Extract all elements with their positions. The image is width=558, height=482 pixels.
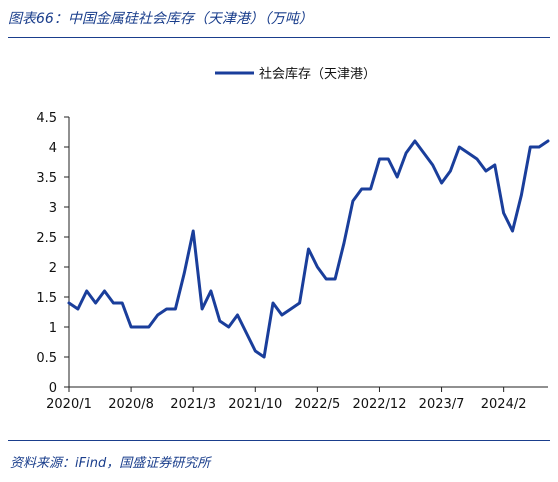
title-rule <box>8 37 550 38</box>
source-note: 资料来源：iFind，国盛证券研究所 <box>10 456 211 471</box>
y-tick-label: 3 <box>49 201 57 216</box>
y-tick-label: 1.5 <box>36 291 57 306</box>
x-tick-label: 2024/2 <box>481 397 527 412</box>
y-axis: 0 0.5 1 1.5 2 2.5 3 3.5 4 4.5 <box>36 111 70 396</box>
x-tick-label: 2022/5 <box>294 397 340 412</box>
x-tick-label: 2022/12 <box>352 397 406 412</box>
x-tick-label: 2023/7 <box>419 397 465 412</box>
y-tick-label: 4 <box>49 141 57 156</box>
y-tick-label: 4.5 <box>36 111 57 126</box>
legend: 社会库存（天津港） <box>215 66 376 82</box>
x-tick-label: 2020/8 <box>108 397 154 412</box>
y-tick-label: 0 <box>49 381 57 396</box>
x-tick-label: 2020/1 <box>46 397 92 412</box>
y-tick-label: 3.5 <box>36 171 57 186</box>
source-rule <box>8 440 550 441</box>
y-tick-label: 2 <box>49 261 57 276</box>
y-tick-label: 0.5 <box>36 351 57 366</box>
figure-title: 图表66：中国金属硅社会库存（天津港）（万吨） <box>8 11 313 27</box>
y-tick-label: 2.5 <box>36 231 57 246</box>
y-tick-label: 1 <box>49 321 57 336</box>
legend-label: 社会库存（天津港） <box>259 66 376 82</box>
series-line <box>67 139 550 359</box>
x-tick-label: 2021/10 <box>228 397 282 412</box>
x-tick-label: 2021/3 <box>170 397 216 412</box>
x-axis: 2020/1 2020/8 2021/3 2021/10 2022/5 2022/12 20… <box>46 386 548 412</box>
